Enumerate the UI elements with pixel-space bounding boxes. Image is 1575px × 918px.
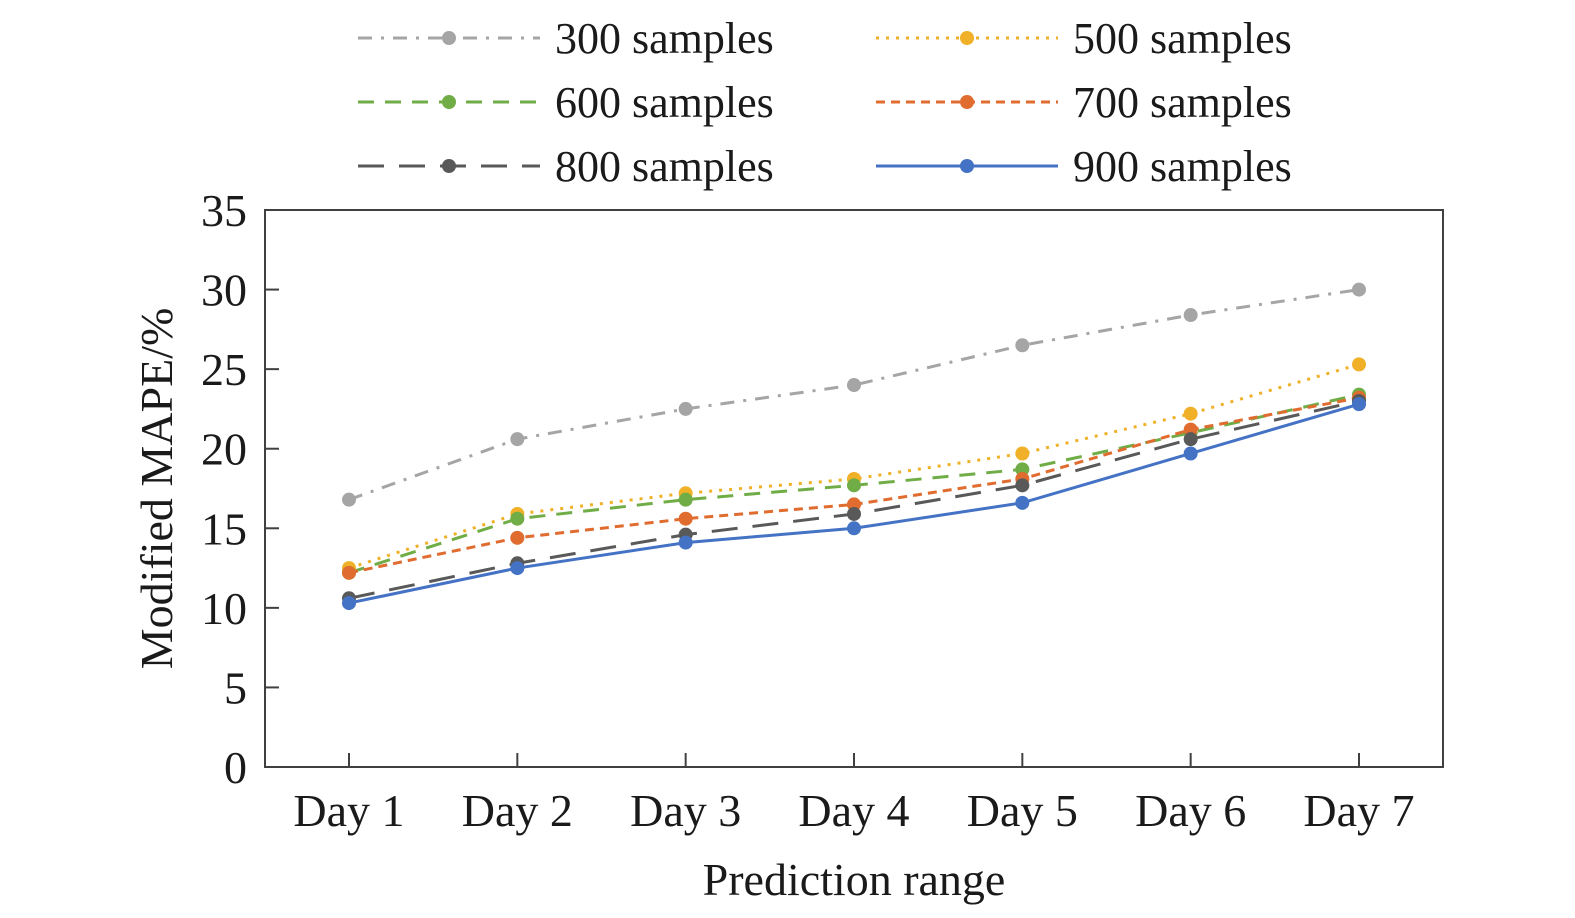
x-tick-label: Day 5 xyxy=(967,785,1078,836)
data-point-300-samples xyxy=(678,401,693,416)
legend-label: 800 samples xyxy=(555,142,774,191)
data-point-900-samples xyxy=(1015,495,1030,510)
data-point-500-samples xyxy=(1352,357,1366,372)
legend-item-800-samples: 800 samples xyxy=(358,142,774,191)
data-point-500-samples xyxy=(1183,406,1198,421)
data-point-900-samples xyxy=(510,561,525,576)
legend-marker xyxy=(960,159,974,173)
y-tick-label: 10 xyxy=(201,583,247,634)
data-point-300-samples xyxy=(1183,308,1198,323)
data-point-800-samples xyxy=(847,506,861,521)
data-point-600-samples xyxy=(510,511,525,526)
series-900-samples xyxy=(342,397,1366,611)
x-tick-label: Day 1 xyxy=(293,785,404,836)
y-tick-label: 35 xyxy=(201,185,247,236)
data-point-300-samples xyxy=(1015,338,1030,353)
series-line-500-samples xyxy=(348,362,1360,570)
data-point-900-samples xyxy=(1352,397,1366,412)
data-point-800-samples xyxy=(1015,478,1030,493)
data-point-600-samples xyxy=(678,492,693,507)
legend-marker xyxy=(960,31,974,45)
legend-label: 300 samples xyxy=(555,14,774,63)
legend-item-700-samples: 700 samples xyxy=(876,78,1292,127)
x-tick-label: Day 2 xyxy=(462,785,573,836)
series-line-300-samples xyxy=(348,288,1360,502)
x-tick-label: Day 7 xyxy=(1303,785,1414,836)
y-axis-title: Modified MAPE/% xyxy=(131,308,182,670)
legend-marker xyxy=(442,31,456,45)
y-tick-label: 30 xyxy=(201,265,247,316)
data-point-700-samples xyxy=(342,565,356,580)
legend-label: 600 samples xyxy=(555,78,774,127)
y-tick-label: 0 xyxy=(224,742,247,793)
data-point-600-samples xyxy=(847,478,861,493)
legend-marker xyxy=(442,159,456,173)
data-point-300-samples xyxy=(510,432,525,447)
data-point-300-samples xyxy=(1352,282,1366,297)
legend: 300 samples 500 samples 600 samples 700 sam… xyxy=(358,14,1292,191)
x-axis-title: Prediction range xyxy=(703,854,1006,905)
data-point-700-samples xyxy=(678,511,693,526)
y-tick-label: 20 xyxy=(201,424,247,475)
legend-item-500-samples: 500 samples xyxy=(876,14,1292,63)
legend-marker xyxy=(960,95,974,109)
legend-label: 900 samples xyxy=(1073,142,1292,191)
x-tick-label: Day 3 xyxy=(630,785,741,836)
data-point-700-samples xyxy=(510,530,525,545)
data-point-900-samples xyxy=(1183,446,1198,461)
x-tick-label: Day 4 xyxy=(798,785,909,836)
x-tick-label: Day 6 xyxy=(1135,785,1246,836)
legend-marker xyxy=(442,95,456,109)
legend-label: 500 samples xyxy=(1073,14,1292,63)
series-300-samples xyxy=(342,282,1366,507)
plot-area xyxy=(342,282,1366,611)
data-point-300-samples xyxy=(342,492,356,507)
y-tick-label: 25 xyxy=(201,344,247,395)
data-point-800-samples xyxy=(1183,432,1198,447)
y-tick-label: 15 xyxy=(201,503,247,554)
y-tick-label: 5 xyxy=(224,662,247,713)
data-point-900-samples xyxy=(847,521,861,536)
series-600-samples xyxy=(342,387,1366,580)
data-point-300-samples xyxy=(847,378,861,393)
data-point-900-samples xyxy=(342,596,356,611)
legend-item-600-samples: 600 samples xyxy=(358,78,774,127)
data-point-900-samples xyxy=(678,535,693,550)
data-point-500-samples xyxy=(1015,446,1030,461)
legend-label: 700 samples xyxy=(1073,78,1292,127)
axes: 0 5 10 15 20 25 30 35 Day 1 Day 2 Day 3 Day 4 Day 5 D… xyxy=(201,185,1444,836)
legend-item-300-samples: 300 samples xyxy=(358,14,774,63)
legend-item-900-samples: 900 samples xyxy=(876,142,1292,191)
